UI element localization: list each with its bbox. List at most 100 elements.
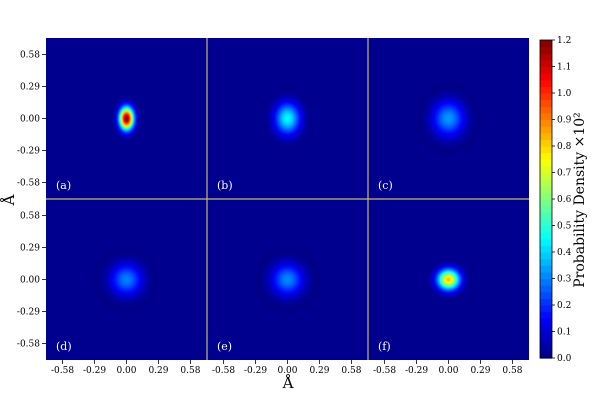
- colorbar-segment: [540, 205, 552, 213]
- panel-label: (e): [217, 340, 232, 353]
- colorbar-segment: [540, 146, 552, 154]
- colorbar-segment: [540, 252, 552, 260]
- colorbar-segment: [540, 159, 552, 167]
- heatmap-panel: (d): [46, 199, 207, 360]
- colorbar-segment: [540, 344, 552, 352]
- colorbar-tick-label: 0.4: [557, 248, 572, 258]
- x-tick-label: 0.58: [180, 366, 200, 376]
- x-tick-label: 0.29: [148, 366, 168, 376]
- panel-label: (c): [378, 179, 393, 192]
- y-tick-label: 0.58: [20, 212, 40, 222]
- colorbar-segment: [540, 298, 552, 306]
- colorbar-segment: [540, 139, 552, 147]
- colorbar-tick-label: 0.2: [557, 301, 571, 311]
- colorbar-segment: [540, 40, 552, 48]
- y-tick-label: 0.29: [20, 244, 40, 254]
- density-blob: [254, 246, 321, 313]
- colorbar-segment: [540, 66, 552, 74]
- y-tick-label: -0.58: [17, 178, 40, 188]
- density-blob: [425, 257, 472, 302]
- y-tick-label: -0.58: [17, 339, 40, 349]
- heatmap-panel: (a): [46, 38, 207, 199]
- colorbar-segment: [540, 305, 552, 313]
- colorbar-segment: [540, 338, 552, 346]
- colorbar-segment: [540, 192, 552, 200]
- colorbar-segment: [540, 93, 552, 101]
- colorbar-tick-label: 0.5: [557, 222, 572, 232]
- y-tick-label: 0.00: [20, 115, 40, 125]
- colorbar-tick-label: 0.0: [557, 354, 572, 364]
- colorbar-segment: [540, 285, 552, 293]
- colorbar-label: Probability Density ×10²: [572, 112, 588, 288]
- y-tick-label: -0.29: [17, 307, 40, 317]
- colorbar-segment: [540, 59, 552, 68]
- colorbar-tick-label: 1.2: [557, 36, 571, 46]
- x-tick-label: -0.29: [244, 366, 267, 376]
- colorbar-segment: [540, 258, 552, 266]
- colorbar-segment: [540, 79, 552, 87]
- colorbar-segment: [540, 172, 552, 180]
- colorbar-segment: [540, 165, 552, 174]
- colorbar-segment: [540, 238, 552, 246]
- colorbar-segment: [540, 119, 552, 127]
- colorbar-tick-label: 0.9: [557, 116, 572, 126]
- y-axis-ticks: -0.58 -0.29 0.00 0.29 0.58 -0.58 -0.29 0.00 0.29…: [17, 51, 46, 349]
- colorbar-segment: [540, 311, 552, 319]
- colorbar-tick-label: 0.7: [557, 169, 572, 179]
- x-tick-label: -0.29: [405, 366, 428, 376]
- colorbar-segment: [540, 291, 552, 299]
- colorbar-tick-label: 0.1: [557, 328, 571, 338]
- y-tick-label: 0.29: [20, 83, 40, 93]
- colorbar-segment: [540, 53, 552, 61]
- colorbar-segment: [540, 73, 552, 81]
- colorbar-segment: [540, 278, 552, 286]
- colorbar-segment: [540, 126, 552, 134]
- colorbar-segment: [540, 318, 552, 326]
- x-tick-label: 0.58: [502, 366, 522, 376]
- colorbar-segment: [540, 179, 552, 187]
- colorbar-tick-label: 0.8: [557, 142, 572, 152]
- colorbar-segment: [540, 232, 552, 240]
- x-tick-label: 0.00: [116, 366, 136, 376]
- colorbar-segment: [540, 351, 552, 359]
- y-tick-label: 0.00: [20, 276, 40, 286]
- colorbar-segment: [540, 112, 552, 121]
- x-axis-ticks: -0.58 -0.29 0.00 0.29 0.58 -0.58 -0.29 0.00 0.29…: [51, 360, 523, 376]
- density-blob: [261, 85, 314, 152]
- colorbar-segment: [540, 271, 552, 280]
- heatmap-panel: (e): [207, 199, 368, 360]
- colorbar-segment: [540, 245, 552, 253]
- colorbar-segment: [540, 212, 552, 220]
- colorbar-segment: [540, 99, 552, 107]
- panel-label: (b): [217, 179, 233, 192]
- x-tick-label: 0.29: [309, 366, 329, 376]
- colorbar-tick-label: 0.6: [557, 195, 572, 205]
- colorbar-segment: [540, 324, 552, 333]
- colorbar-segment: [540, 265, 552, 273]
- colorbar: 0.0 0.1 0.2 0.3 0.4 0.5 0.6 0.7 0.8 0.9 1.0 1.1 1.2: [539, 36, 572, 364]
- density-blob: [93, 246, 160, 313]
- panel-separators: [46, 38, 529, 360]
- colorbar-tick-label: 0.3: [557, 275, 572, 285]
- density-blob: [111, 95, 142, 142]
- colorbar-segment: [540, 132, 552, 140]
- x-axis-label: Å: [282, 374, 294, 392]
- x-tick-label: 0.58: [341, 366, 361, 376]
- x-tick-label: 0.29: [470, 366, 490, 376]
- x-tick-label: 0.00: [438, 366, 458, 376]
- colorbar-segment: [540, 46, 552, 54]
- colorbar-segment: [540, 86, 552, 94]
- colorbar-segment: [540, 218, 552, 227]
- colorbar-segment: [540, 152, 552, 160]
- colorbar-segment: [540, 185, 552, 193]
- heatmap-panels: (a) (b) (c) (d) (e) (f): [46, 38, 529, 360]
- y-tick-label: 0.58: [20, 51, 40, 61]
- x-tick-label: -0.58: [51, 366, 74, 376]
- panel-label: (a): [56, 179, 71, 192]
- colorbar-segment: [540, 331, 552, 339]
- colorbar-tick-label: 1.1: [557, 63, 571, 73]
- colorbar-tick-label: 1.0: [557, 89, 572, 99]
- panel-label: (f): [378, 340, 391, 353]
- x-tick-label: 0.00: [277, 366, 297, 376]
